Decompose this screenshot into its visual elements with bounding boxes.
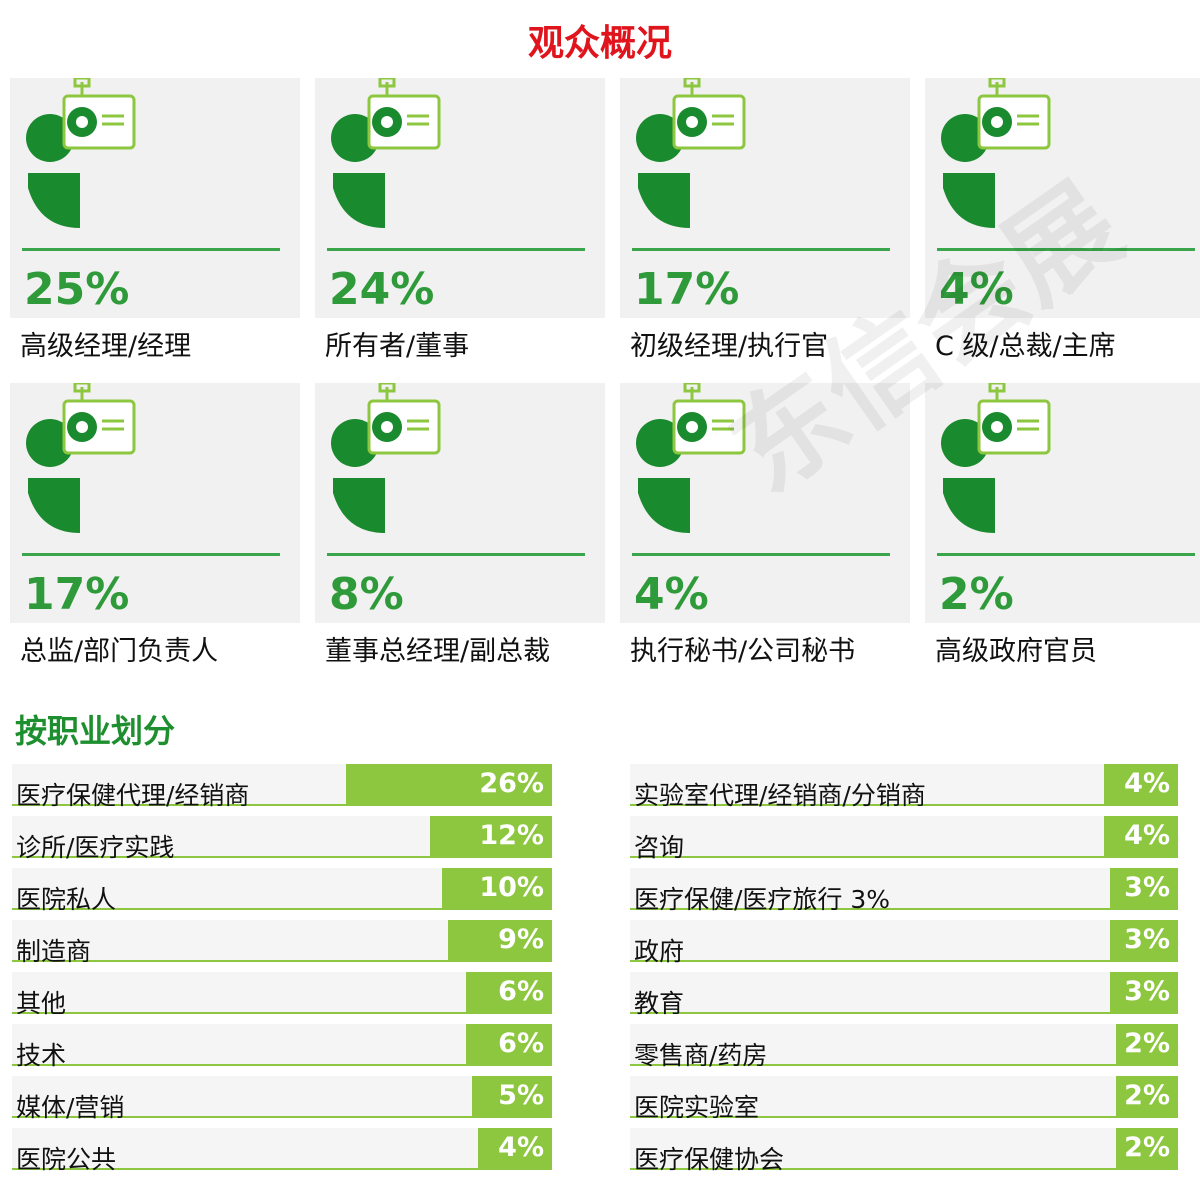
icon-wrap [630,381,770,557]
bar-label: 诊所/医疗实践 [16,833,175,862]
icon [941,76,1051,228]
card-value: 17% [634,264,740,315]
bar-row: 教育 3% [630,972,1178,1018]
bar: 4% [478,1128,552,1168]
bar-row: 制造商 9% [12,920,552,966]
divider [632,553,890,556]
card: 17% [620,76,910,318]
icon [331,381,441,533]
card-value: 4% [634,569,709,620]
card: 8% [315,381,605,623]
card-value: 2% [939,569,1014,620]
card-label: C 级/总裁/主席 [935,331,1116,362]
bar: 4% [1104,764,1178,804]
bar-row: 零售商/药房 2% [630,1024,1178,1070]
divider [327,248,585,251]
bar: 3% [1110,920,1178,960]
bar: 9% [448,920,552,960]
bar: 2% [1116,1128,1178,1168]
icon-wrap [630,76,770,252]
icon [331,76,441,228]
bar-row: 诊所/医疗实践 12% [12,816,552,862]
bar-label: 医疗保健协会 [634,1145,785,1174]
bar-row: 技术 6% [12,1024,552,1070]
divider [327,553,585,556]
card-label: 董事总经理/副总裁 [325,636,551,667]
bar-row: 其他 6% [12,972,552,1018]
card-label: 初级经理/执行官 [630,331,829,362]
card: 4% [925,76,1200,318]
card-value: 8% [329,569,404,620]
divider [632,248,890,251]
bar-row: 咨询 4% [630,816,1178,862]
icon-wrap [935,76,1075,252]
bar: 6% [466,1024,552,1064]
card-value: 17% [24,569,130,620]
bar: 3% [1110,972,1178,1012]
divider [22,553,280,556]
bar: 2% [1116,1076,1178,1116]
bar-label: 零售商/药房 [634,1041,768,1070]
bar-label: 医院公共 [16,1145,117,1174]
card-value: 24% [329,264,435,315]
bar-label: 其他 [16,989,67,1018]
bar: 10% [442,868,552,908]
bar-row: 医疗保健/医疗旅行 3% 3% [630,868,1178,914]
bar-label: 医院实验室 [634,1093,760,1122]
bar-label: 医疗保健/医疗旅行 3% [634,885,891,914]
icon [941,381,1051,533]
bar-label: 实验室代理/经销商/分销商 [634,781,926,810]
bar-row: 实验室代理/经销商/分销商 4% [630,764,1178,810]
section-title: 按职业划分 [15,712,176,750]
title: 观众概况 [527,23,672,64]
card-value: 25% [24,264,130,315]
bar-row: 医院公共 4% [12,1128,552,1174]
card-label: 执行秘书/公司秘书 [630,636,856,667]
icon [636,76,746,228]
bar-label: 媒体/营销 [16,1093,125,1122]
icon-wrap [20,76,160,252]
icon-wrap [325,76,465,252]
bar: 6% [466,972,552,1012]
bar-label: 咨询 [634,833,685,862]
card: 25% [10,76,300,318]
bar-row: 政府 3% [630,920,1178,966]
bar-row: 医疗保健代理/经销商 26% [12,764,552,810]
divider [937,248,1195,251]
bar-label: 医院私人 [16,885,117,914]
bar: 26% [346,764,552,804]
card-label: 总监/部门负责人 [20,636,219,667]
icon [26,381,136,533]
icon [636,381,746,533]
card: 24% [315,76,605,318]
divider [22,248,280,251]
bar: 3% [1110,868,1178,908]
bar-row: 医院实验室 2% [630,1076,1178,1122]
icon-wrap [935,381,1075,557]
bar-label: 技术 [16,1041,67,1070]
bar-row: 媒体/营销 5% [12,1076,552,1122]
card: 17% [10,381,300,623]
bar-label: 政府 [634,937,685,966]
bar-label: 医疗保健代理/经销商 [16,781,250,810]
bar-row: 医疗保健协会 2% [630,1128,1178,1174]
card: 4% [620,381,910,623]
bar: 5% [472,1076,552,1116]
card-label: 高级经理/经理 [20,331,192,362]
divider [937,553,1195,556]
bar: 4% [1104,816,1178,856]
icon [26,76,136,228]
icon-wrap [20,381,160,557]
card: 2% [925,381,1200,623]
icon-wrap [325,381,465,557]
bar: 2% [1116,1024,1178,1064]
bar-label: 制造商 [16,937,92,966]
bar-row: 医院私人 10% [12,868,552,914]
bar-label: 教育 [634,989,685,1018]
card-label: 高级政府官员 [935,636,1097,667]
card-label: 所有者/董事 [325,331,470,362]
card-value: 4% [939,264,1014,315]
bar: 12% [430,816,552,856]
